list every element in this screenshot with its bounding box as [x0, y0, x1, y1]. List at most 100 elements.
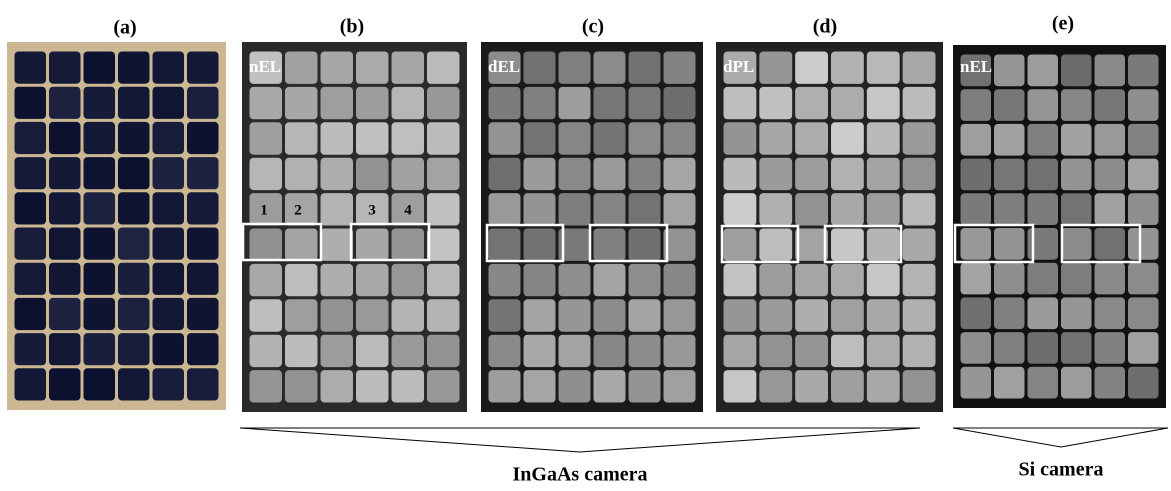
cell	[1028, 89, 1059, 121]
cell	[1028, 159, 1059, 191]
cell	[321, 158, 354, 190]
cell	[356, 370, 389, 402]
cell	[629, 52, 661, 84]
cell	[187, 298, 219, 330]
cell	[489, 229, 521, 261]
cell	[285, 122, 318, 154]
cell	[427, 87, 460, 119]
cell	[187, 368, 219, 400]
cell	[961, 297, 992, 329]
cell	[759, 299, 792, 331]
cell	[1061, 367, 1092, 399]
cell	[427, 122, 460, 154]
cell	[524, 158, 556, 190]
cell	[153, 298, 185, 330]
cell	[187, 52, 219, 84]
cell	[285, 158, 318, 190]
cell	[356, 264, 389, 296]
cell	[187, 228, 219, 260]
cell	[49, 157, 81, 189]
cell	[427, 52, 460, 84]
cell	[427, 299, 460, 331]
cell	[903, 87, 936, 119]
cell	[321, 122, 354, 154]
mode-label: nEL	[249, 57, 281, 76]
cell	[489, 370, 521, 402]
cell	[427, 229, 460, 261]
cell	[15, 333, 47, 365]
cell	[1061, 159, 1092, 191]
cell	[724, 87, 757, 119]
cell	[1028, 367, 1059, 399]
cell	[118, 228, 150, 260]
cell	[664, 87, 696, 119]
cell	[831, 122, 864, 154]
cell	[1095, 159, 1126, 191]
cell	[759, 52, 792, 84]
cell	[84, 192, 116, 224]
cell	[1095, 297, 1126, 329]
cell	[489, 335, 521, 367]
cell	[867, 335, 900, 367]
cell	[961, 332, 992, 364]
cell	[321, 299, 354, 331]
cell	[1095, 228, 1126, 260]
cell	[903, 158, 936, 190]
cell	[1095, 193, 1126, 225]
cell	[187, 122, 219, 154]
cell	[594, 52, 626, 84]
cell	[759, 87, 792, 119]
cell	[831, 335, 864, 367]
cell	[759, 335, 792, 367]
cell	[187, 333, 219, 365]
cell	[285, 370, 318, 402]
cell	[524, 122, 556, 154]
cell	[392, 335, 425, 367]
cell	[795, 229, 828, 261]
cell	[15, 298, 47, 330]
cell	[961, 124, 992, 156]
cell	[724, 299, 757, 331]
cell	[867, 87, 900, 119]
cell	[1128, 332, 1159, 364]
cell	[903, 193, 936, 225]
cell	[489, 158, 521, 190]
cell	[118, 263, 150, 295]
cell	[84, 368, 116, 400]
cell	[15, 157, 47, 189]
cell	[795, 193, 828, 225]
cell	[629, 264, 661, 296]
cell	[961, 228, 992, 260]
cell	[559, 158, 591, 190]
cell	[285, 264, 318, 296]
cell	[49, 52, 81, 84]
region-number: 3	[368, 202, 376, 218]
cell	[867, 370, 900, 402]
cell	[187, 157, 219, 189]
cell	[724, 264, 757, 296]
cell	[594, 299, 626, 331]
cell	[153, 263, 185, 295]
cell	[321, 229, 354, 261]
cell	[1128, 193, 1159, 225]
cell	[559, 122, 591, 154]
cell	[994, 367, 1025, 399]
cell	[994, 193, 1025, 225]
cell	[867, 299, 900, 331]
mode-label: nEL	[960, 57, 992, 76]
cell	[903, 52, 936, 84]
cell	[84, 298, 116, 330]
cell	[118, 122, 150, 154]
cell	[427, 370, 460, 402]
cell	[118, 368, 150, 400]
cell	[994, 263, 1025, 295]
cell	[250, 158, 283, 190]
cell	[867, 122, 900, 154]
cell	[392, 52, 425, 84]
cell	[867, 158, 900, 190]
cell	[961, 89, 992, 121]
cell	[795, 87, 828, 119]
cell	[664, 335, 696, 367]
cell	[994, 124, 1025, 156]
cell	[187, 87, 219, 119]
